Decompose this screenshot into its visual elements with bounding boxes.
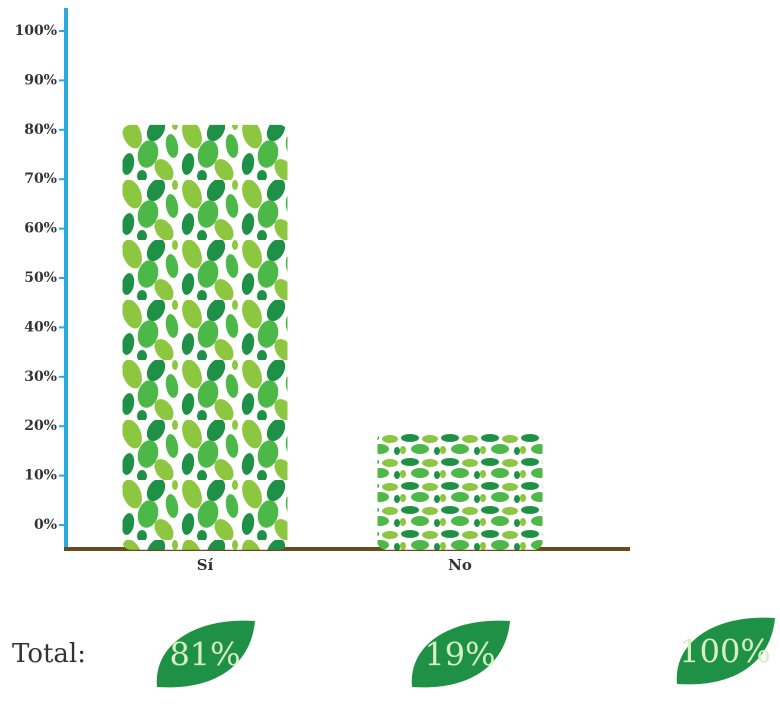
leaf [156,620,255,688]
y-tick-label: 60% [24,221,57,237]
y-tick-label: 70% [24,171,57,187]
y-tick-label: 10% [24,468,57,484]
y-tick-label: 40% [24,319,57,335]
bar [377,431,543,550]
leaf-label: 81% [169,636,240,674]
leaf-label: 100% [679,633,770,671]
leaf-label: 19% [424,636,495,674]
y-tick-label: 30% [24,369,57,385]
y-tick-label: 50% [24,270,57,286]
x-tick-label: Sí [197,556,214,574]
bar [122,124,288,550]
total-label: Total: [12,639,86,669]
y-tick-label: 100% [14,23,57,39]
y-tick-label: 80% [24,122,57,138]
leaf [411,620,510,688]
y-tick-label: 90% [24,72,57,88]
y-tick-label: 20% [24,418,57,434]
y-tick-label: 0% [34,517,57,533]
x-tick-label: No [448,556,472,574]
leaf [676,617,775,685]
